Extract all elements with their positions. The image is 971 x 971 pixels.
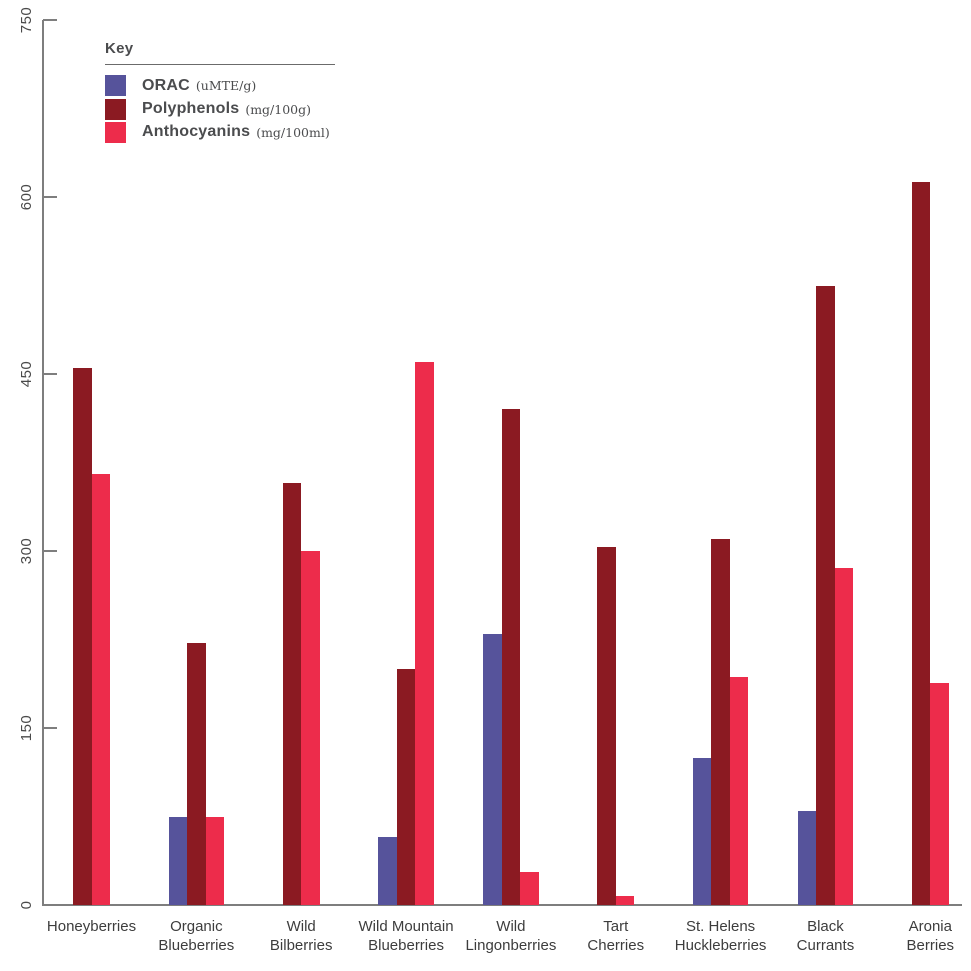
bar-anthocyanins-black-currants (834, 567, 854, 905)
category-label-line: St. Helens (685, 918, 756, 935)
legend-rows: ORAC (uMTE/g) Polyphenols (mg/100g) Anth… (105, 74, 337, 144)
bar-polyphenols-wild-lingonberries (501, 409, 521, 905)
bar-orac-organic-blueberries (168, 816, 188, 905)
category-label-line: Organic (170, 918, 223, 935)
legend-item-polyphenols: Polyphenols (mg/100g) (105, 97, 337, 120)
category-label-st-helens-huckleberries: St. Helens Huckleberries (656, 917, 786, 955)
y-tick-750 (43, 19, 57, 21)
legend-unit-anthocyanins: (mg/100ml) (256, 124, 330, 140)
category-label-wild-bilberries: Wild Bilberries (236, 917, 366, 955)
orac-swatch-icon (105, 75, 126, 97)
y-tick-label-300: 300 (18, 537, 35, 565)
y-axis-line (42, 20, 44, 906)
y-tick-label-750: 750 (18, 6, 35, 34)
bar-polyphenols-honeyberries (73, 368, 92, 905)
anthocyanins-swatch-icon (105, 121, 126, 143)
legend-unit-orac: (uMTE/g) (195, 78, 257, 94)
y-tick-label-150: 150 (18, 714, 35, 742)
x-axis-line (42, 904, 962, 906)
legend-item-orac: ORAC (uMTE/g) (105, 74, 337, 97)
y-tick-label-600: 600 (18, 183, 35, 211)
bar-polyphenols-wild-bilberries (282, 482, 302, 905)
bar-polyphenols-wild-mountain-blueberries (396, 669, 416, 905)
category-label-organic-blueberries: Organic Blueberries (131, 917, 261, 955)
bar-anthocyanins-tart-cherries (615, 895, 635, 905)
legend-label-polyphenols: Polyphenols (142, 100, 240, 118)
bar-anthocyanins-organic-blueberries (205, 816, 225, 905)
legend-unit-polyphenols: (mg/100g) (245, 101, 312, 117)
category-label-wild-lingonberries: Wild Lingonberries (446, 917, 576, 955)
bar-polyphenols-tart-cherries (597, 547, 616, 905)
chart-legend: Key ORAC (uMTE/g) Polyphenols (mg/100g) … (105, 40, 337, 144)
category-label-line: Aronia (908, 918, 952, 935)
bar-anthocyanins-aronia-berries (930, 683, 949, 905)
bar-polyphenols-organic-blueberries (187, 643, 206, 905)
category-label-line: Currants (796, 937, 855, 954)
y-tick-150 (43, 727, 57, 729)
category-label-line: Blueberries (158, 937, 235, 954)
bar-orac-st-helens-huckleberries (692, 757, 712, 905)
bar-polyphenols-aronia-berries (911, 181, 931, 905)
category-label-aronia-berries: Aronia Berries (865, 917, 971, 955)
legend-title: Key (105, 40, 134, 57)
category-label-line: Honeyberries (46, 918, 137, 935)
legend-divider (105, 64, 335, 65)
bar-anthocyanins-honeyberries (91, 474, 110, 905)
category-label-line: Wild Mountain (358, 918, 454, 935)
category-label-line: Blueberries (368, 937, 444, 954)
y-tick-label-450: 450 (18, 360, 35, 388)
legend-item-anthocyanins: Anthocyanins (mg/100ml) (105, 121, 337, 144)
category-label-line: Bilberries (269, 937, 333, 954)
legend-label-anthocyanins: Anthocyanins (142, 123, 251, 141)
legend-label-orac: ORAC (142, 76, 190, 94)
category-label-line: Huckleberries (674, 937, 767, 954)
bar-anthocyanins-st-helens-huckleberries (729, 677, 749, 905)
bar-anthocyanins-wild-mountain-blueberries (415, 362, 434, 905)
category-label-line: Black (807, 918, 844, 935)
polyphenols-swatch-icon (105, 98, 126, 120)
category-label-honeyberries: Honeyberries (27, 917, 157, 936)
bar-polyphenols-st-helens-huckleberries (711, 539, 730, 905)
bar-orac-black-currants (797, 810, 817, 905)
bar-polyphenols-black-currants (816, 285, 835, 905)
category-label-tart-cherries: Tart Cherries (551, 917, 681, 955)
category-label-wild-mountain-blueberries: Wild Mountain Blueberries (341, 917, 471, 955)
category-label-line: Tart (603, 918, 629, 935)
y-tick-450 (43, 373, 57, 375)
category-label-black-currants: Black Currants (760, 917, 890, 955)
category-label-line: Cherries (587, 937, 645, 954)
bar-orac-wild-lingonberries (483, 633, 502, 905)
bar-orac-wild-mountain-blueberries (378, 836, 397, 905)
category-label-line: Lingonberries (465, 937, 557, 954)
bar-anthocyanins-wild-bilberries (301, 551, 320, 905)
y-tick-300 (43, 550, 57, 552)
category-label-line: Wild (286, 918, 316, 935)
y-tick-600 (43, 196, 57, 198)
category-label-line: Berries (906, 937, 955, 954)
bar-anthocyanins-wild-lingonberries (520, 871, 539, 905)
category-label-line: Wild (496, 918, 526, 935)
